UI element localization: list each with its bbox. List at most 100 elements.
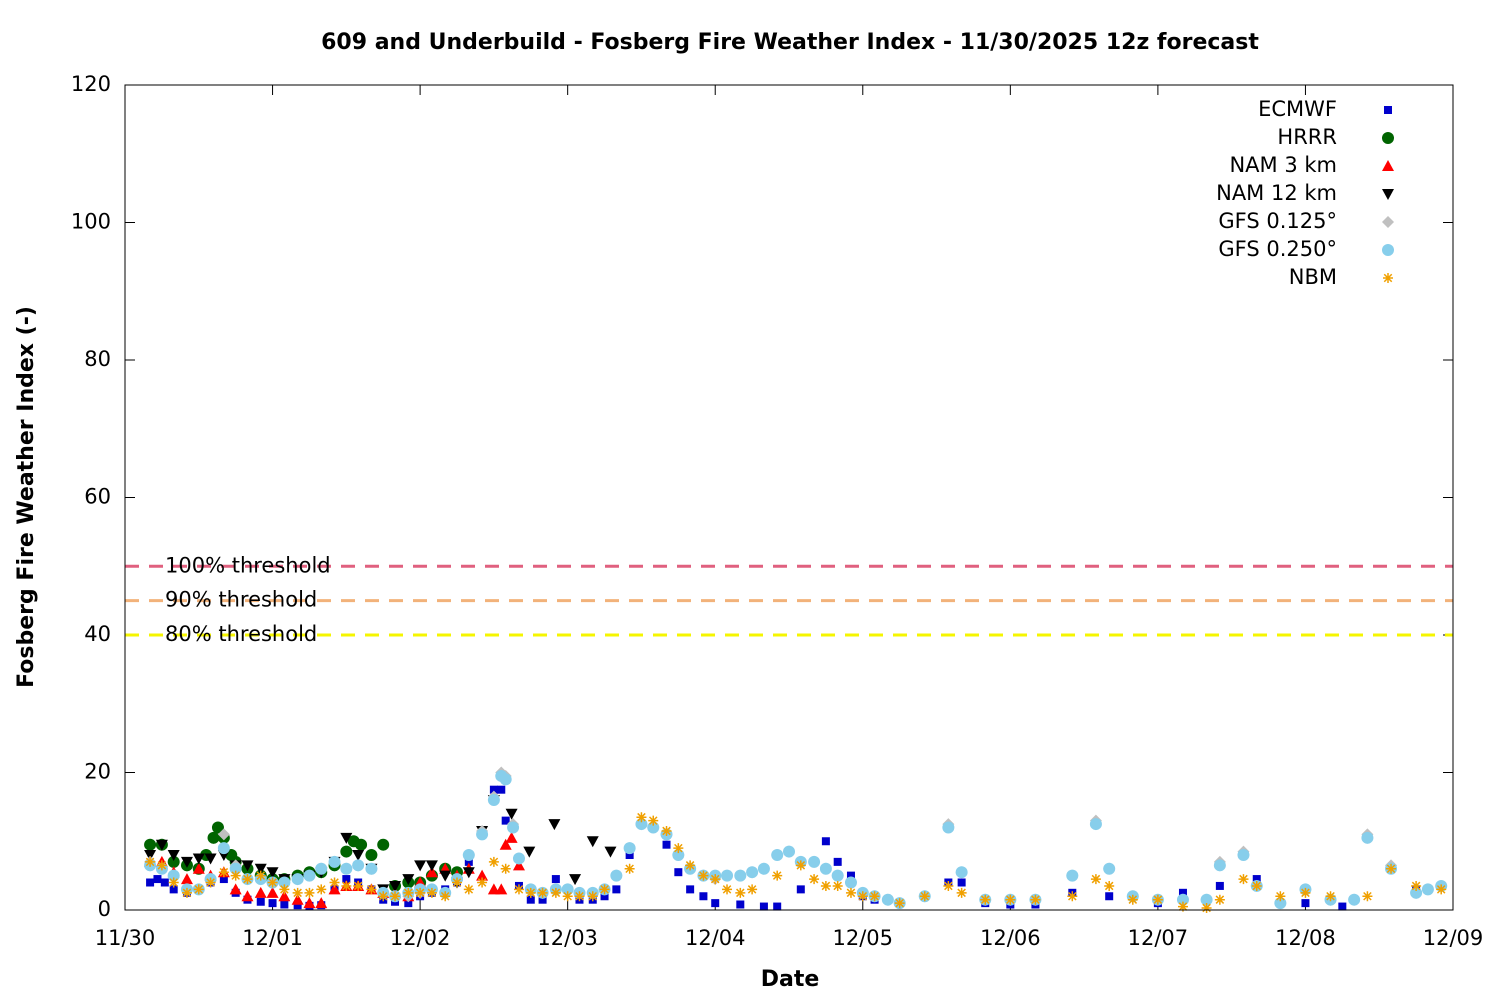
point xyxy=(499,838,512,850)
point xyxy=(734,869,747,882)
point xyxy=(1275,891,1286,902)
point xyxy=(980,894,991,905)
point xyxy=(403,887,414,898)
point xyxy=(205,877,216,888)
point xyxy=(366,884,377,895)
point xyxy=(587,891,598,902)
point xyxy=(341,880,352,891)
point xyxy=(1177,901,1188,912)
point xyxy=(1066,869,1079,882)
point xyxy=(636,812,647,823)
x-tick-label: 12/06 xyxy=(980,926,1041,950)
point xyxy=(512,852,525,865)
point xyxy=(821,837,830,846)
point xyxy=(1103,862,1116,875)
point xyxy=(1030,894,1041,905)
point xyxy=(956,887,967,898)
point xyxy=(612,885,621,894)
point xyxy=(831,869,844,882)
legend-label: NAM 12 km xyxy=(1216,181,1337,205)
point xyxy=(204,853,217,865)
point xyxy=(1348,893,1361,906)
legend: ECMWF HRRR NAM 3 km NAM 12 km GFS 0.125° GFS … xyxy=(1216,97,1394,289)
point xyxy=(1361,831,1374,844)
y-tick-label: 20 xyxy=(84,760,111,784)
plot-layer: 0 20 40 60 80 100 120 11/30 12/01 12/02 12/03 12/04… xyxy=(71,72,1483,950)
x-tick-label: 12/02 xyxy=(390,926,451,950)
point xyxy=(279,884,290,895)
point xyxy=(180,856,193,868)
point xyxy=(722,884,733,895)
point xyxy=(604,846,617,858)
point xyxy=(489,785,498,794)
x-axis-title: Date xyxy=(761,967,820,992)
point xyxy=(832,880,843,891)
point xyxy=(303,869,316,882)
point xyxy=(699,892,708,901)
point xyxy=(1105,892,1114,901)
point xyxy=(144,838,157,851)
point xyxy=(796,885,805,894)
point xyxy=(353,880,364,891)
point xyxy=(820,880,831,891)
y-tick-label: 120 xyxy=(71,72,111,96)
point xyxy=(378,891,389,902)
point xyxy=(551,875,560,884)
point xyxy=(685,860,696,871)
point xyxy=(505,831,518,843)
point xyxy=(537,887,548,898)
point xyxy=(586,836,599,848)
point xyxy=(168,877,179,888)
point xyxy=(1252,875,1261,884)
point xyxy=(513,884,524,895)
point xyxy=(497,785,506,794)
plot-frame xyxy=(124,84,1454,911)
y-tick-label: 80 xyxy=(84,347,111,371)
point xyxy=(452,877,462,888)
point xyxy=(736,900,745,909)
point xyxy=(623,842,636,855)
point xyxy=(661,825,672,836)
point xyxy=(340,862,353,875)
point xyxy=(254,863,267,875)
point xyxy=(192,862,205,874)
x-tick-label: 12/08 xyxy=(1275,926,1336,950)
point xyxy=(698,870,709,881)
point xyxy=(340,832,353,844)
point xyxy=(377,838,390,851)
point xyxy=(674,868,683,877)
x-tick-label: 12/01 xyxy=(242,926,303,950)
point xyxy=(746,866,759,879)
y-axis-title: Fosberg Fire Weather Index (-) xyxy=(14,306,39,688)
point xyxy=(1005,894,1016,905)
point xyxy=(942,821,955,834)
point xyxy=(833,857,842,866)
series xyxy=(145,812,1447,913)
point xyxy=(710,874,721,885)
point xyxy=(488,856,499,867)
point xyxy=(439,870,452,882)
point xyxy=(255,870,266,881)
point xyxy=(365,849,378,861)
point xyxy=(569,874,582,886)
point xyxy=(809,874,820,885)
point xyxy=(1089,818,1102,831)
legend-marker xyxy=(1382,216,1394,228)
point xyxy=(759,902,768,911)
point xyxy=(819,862,832,875)
series xyxy=(144,769,1448,910)
point xyxy=(404,899,413,908)
point xyxy=(303,897,316,909)
point xyxy=(241,860,254,872)
point xyxy=(505,808,518,820)
point xyxy=(153,875,162,884)
y-tick-label: 0 xyxy=(98,897,111,921)
point xyxy=(329,877,340,888)
point xyxy=(219,875,228,884)
point xyxy=(425,860,438,872)
point xyxy=(894,898,905,909)
legend-label: HRRR xyxy=(1277,125,1337,149)
point xyxy=(624,863,635,874)
point xyxy=(292,887,303,898)
